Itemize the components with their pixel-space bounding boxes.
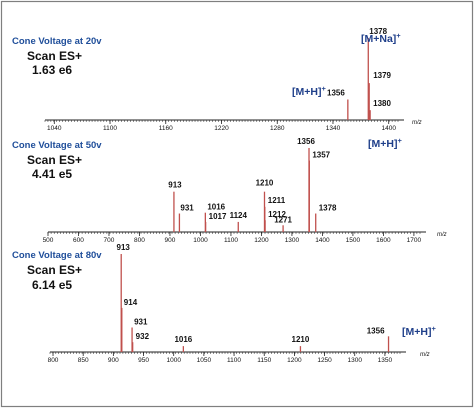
tick-label: 850 xyxy=(78,357,89,364)
peak-label-931: 931 xyxy=(180,204,194,213)
peak-label-1378: 1378 xyxy=(319,204,337,213)
panel-title: Cone Voltage at 20v xyxy=(12,36,102,47)
peak-label-914: 914 xyxy=(124,298,138,307)
peak-label-1212: 1212 xyxy=(268,210,286,219)
x-axis-label: m/z xyxy=(412,120,422,126)
tick-label: 950 xyxy=(138,357,149,364)
tick-label: 1400 xyxy=(315,237,330,244)
x-axis-label: m/z xyxy=(420,352,430,358)
ion-formula: [M+H] xyxy=(402,326,431,338)
ion-annotation: [M+H]+ xyxy=(368,136,402,150)
ion-annotation: [M+H]+ xyxy=(292,84,326,98)
panel-title: Cone Voltage at 80v xyxy=(12,250,102,261)
scan-mode-label: Scan ES+ xyxy=(27,49,82,63)
tick-label: 800 xyxy=(48,357,59,364)
peak-label-1017: 1017 xyxy=(209,212,227,221)
tick-label: 600 xyxy=(73,237,84,244)
tick-label: 1220 xyxy=(214,125,229,132)
scan-mode-label: Scan ES+ xyxy=(27,153,82,167)
ion-charge: + xyxy=(431,324,436,333)
tick-label: 1000 xyxy=(193,237,208,244)
peak-label-931: 931 xyxy=(134,318,148,327)
tick-label: 500 xyxy=(43,237,54,244)
peak-label-1356: 1356 xyxy=(297,137,315,146)
ion-formula: [M+H] xyxy=(368,138,397,150)
tick-label: 1500 xyxy=(346,237,361,244)
spectrum-panel-2: Cone Voltage at 50v Scan ES+4.41 e5 500 600… xyxy=(12,136,447,244)
intensity-label: 1.63 e6 xyxy=(32,63,72,77)
ion-formula: [M+Na] xyxy=(361,33,396,45)
scan-mode-label: Scan ES+ xyxy=(27,263,82,277)
tick-label: 1700 xyxy=(407,237,422,244)
tick-label: 1250 xyxy=(317,357,332,364)
spectrum-panel-3: Cone Voltage at 80v Scan ES+6.14 e5 800 850… xyxy=(12,243,436,364)
tick-label: 1350 xyxy=(378,357,393,364)
tick-label: 800 xyxy=(134,237,145,244)
tick-label: 1300 xyxy=(348,357,363,364)
peak-label-1379: 1379 xyxy=(373,71,391,80)
panel-title: Cone Voltage at 50v xyxy=(12,140,102,151)
peak-label-913: 913 xyxy=(168,181,182,190)
tick-label: 1100 xyxy=(227,357,241,364)
tick-label: 1040 xyxy=(47,125,62,132)
tick-label: 1050 xyxy=(197,357,212,364)
tick-label: 700 xyxy=(104,237,115,244)
peak-label-1378: 1378 xyxy=(369,27,387,36)
ion-formula: [M+H] xyxy=(292,86,321,98)
peak-label-1211: 1211 xyxy=(268,196,286,205)
peak-label-1210: 1210 xyxy=(292,335,310,344)
tick-label: 1100 xyxy=(224,237,238,244)
peak-label-913: 913 xyxy=(117,243,131,252)
peak-label-1357: 1357 xyxy=(312,151,330,160)
tick-label: 1280 xyxy=(270,125,285,132)
tick-label: 900 xyxy=(108,357,119,364)
peak-label-932: 932 xyxy=(136,332,150,341)
peak-label-1356: 1356 xyxy=(367,326,385,335)
ion-charge: + xyxy=(321,84,326,93)
tick-label: 1200 xyxy=(287,357,302,364)
tick-label: 1160 xyxy=(159,125,173,132)
tick-label: 1300 xyxy=(285,237,300,244)
peak-label-1016: 1016 xyxy=(207,203,225,212)
tick-label: 1600 xyxy=(376,237,391,244)
spectrum-panel-1: Cone Voltage at 20v Scan ES+1.63 e6 1040 11… xyxy=(12,27,422,132)
ion-charge: + xyxy=(396,31,401,40)
tick-label: 1150 xyxy=(257,357,271,364)
peak-label-1271: 1271 xyxy=(274,215,292,224)
peak-label-1210: 1210 xyxy=(256,179,274,188)
peak-label-1380: 1380 xyxy=(373,99,391,108)
ion-annotation: [M+H]+ xyxy=(402,324,436,338)
tick-label: 1200 xyxy=(254,237,269,244)
peak-label-1124: 1124 xyxy=(230,211,248,220)
tick-label: 1100 xyxy=(103,125,117,132)
ion-charge: + xyxy=(397,136,402,145)
tick-label: 900 xyxy=(165,237,176,244)
peak-label-1356: 1356 xyxy=(327,89,345,98)
peak-label-1016: 1016 xyxy=(174,335,192,344)
ion-annotation: [M+Na]+ xyxy=(361,31,401,45)
intensity-label: 4.41 e5 xyxy=(32,167,72,181)
tick-label: 1400 xyxy=(381,125,396,132)
tick-label: 1340 xyxy=(326,125,341,132)
tick-label: 1000 xyxy=(166,357,181,364)
intensity-label: 6.14 e5 xyxy=(32,278,72,292)
x-axis-label: m/z xyxy=(437,232,447,238)
